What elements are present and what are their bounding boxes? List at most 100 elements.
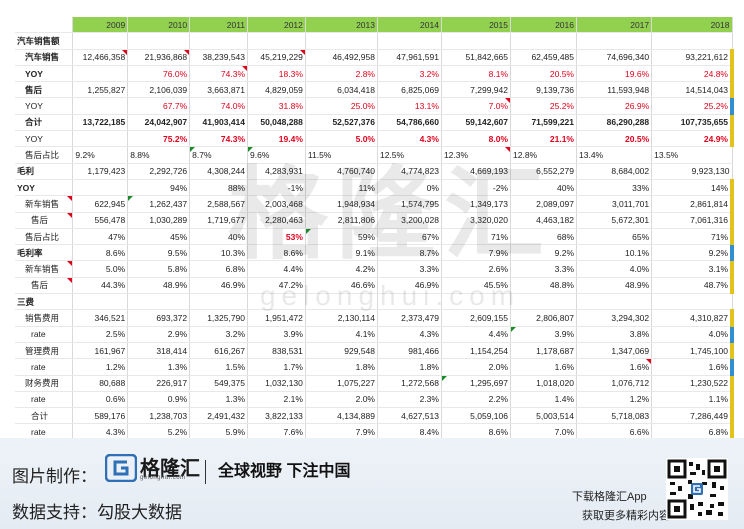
- table-cell: 4,463,182: [510, 212, 577, 229]
- table-cell: [72, 293, 129, 311]
- table-cell: 622,945: [72, 195, 129, 213]
- table-cell: 13.5%: [651, 146, 733, 164]
- table-cell: 5,672,301: [576, 212, 653, 229]
- table-cell: 589,176: [72, 407, 129, 425]
- table-cell: 47%: [72, 228, 129, 246]
- table-cell: 40%: [189, 228, 249, 246]
- table-cell: 59%: [305, 228, 378, 246]
- table-cell: [127, 293, 191, 311]
- table-cell: 3.3%: [510, 260, 577, 278]
- table-cell: 6,552,279: [510, 163, 577, 180]
- table-cell: 25.2%: [651, 97, 735, 115]
- table-row: 售后占比 9.2% 8.8% 8.7% 9.6% 11.5% 12.5% 12.3% 12.8%…: [15, 146, 733, 164]
- table-cell: 226,917: [127, 375, 191, 392]
- table-cell: 4.1%: [305, 326, 378, 343]
- row-label: YOY: [15, 179, 74, 197]
- table-cell: 4.4%: [441, 326, 512, 343]
- table-cell: 5.0%: [72, 260, 129, 278]
- table-row: 合计 589,176 1,238,703 2,491,432 3,822,133 4,13…: [15, 407, 735, 425]
- table-cell: 14,514,043: [651, 81, 735, 99]
- table-cell: 6,034,418: [305, 81, 378, 99]
- table-cell: 1.6%: [651, 358, 735, 376]
- table-cell: 1,255,827: [72, 81, 129, 99]
- table-cell: [441, 32, 512, 50]
- table-cell: 3.9%: [247, 326, 306, 343]
- table-cell: 8.0%: [441, 130, 512, 148]
- table-cell: 11%: [305, 179, 378, 197]
- row-label: YOY: [15, 97, 74, 115]
- table-cell: 80,688: [72, 375, 129, 392]
- table-cell: 74.0%: [189, 97, 249, 115]
- table-cell: 6,825,069: [377, 81, 442, 99]
- row-label: 管理费用: [15, 342, 74, 360]
- table-cell: 45.5%: [441, 277, 512, 295]
- table-cell: 5.0%: [305, 130, 378, 148]
- table-cell: 74,696,340: [576, 49, 653, 66]
- table-cell: 346,521: [72, 309, 129, 327]
- table-cell: 1.7%: [247, 358, 306, 376]
- table-cell: 2.6%: [441, 260, 512, 278]
- table-cell: 12.8%: [510, 146, 577, 164]
- table-cell: [72, 65, 129, 83]
- table-cell: 0.6%: [72, 391, 129, 409]
- data-source-label: 数据支持：勾股大数据: [12, 503, 182, 522]
- qr-code-icon[interactable]: [666, 458, 728, 520]
- table-cell: 21.1%: [510, 130, 577, 148]
- table-cell: 5,718,083: [576, 407, 653, 425]
- year-header: 2009: [72, 17, 129, 34]
- table-cell: 19.4%: [247, 130, 306, 148]
- table-cell: 1,018,020: [510, 375, 577, 392]
- table-cell: 1.3%: [127, 358, 191, 376]
- table-cell: 2,089,097: [510, 195, 577, 213]
- table-cell: 318,414: [127, 342, 191, 360]
- table-cell: 5,059,106: [441, 407, 512, 425]
- table-cell: 11.5%: [305, 146, 378, 164]
- table-cell: 75.2%: [127, 130, 191, 148]
- table-cell: 2,588,567: [189, 195, 249, 213]
- table-cell: 1,745,100: [651, 342, 735, 360]
- table-cell: 31.8%: [247, 97, 306, 115]
- table-cell: 24.8%: [651, 65, 735, 83]
- footer-divider: [205, 460, 206, 484]
- table-cell: 3.2%: [189, 326, 249, 343]
- table-cell: 54,786,660: [377, 114, 442, 132]
- table-cell: 1.1%: [651, 391, 735, 409]
- table-row: YOY 76.0% 74.3% 18.3% 2.8% 3.2% 8.1% 20.5% 19.6%…: [15, 65, 735, 83]
- row-label: YOY: [15, 130, 74, 148]
- table-cell: 25.2%: [510, 97, 577, 115]
- table-cell: 8,684,002: [576, 163, 653, 180]
- table-cell: 4.3%: [377, 130, 442, 148]
- year-header: 2014: [377, 17, 442, 34]
- row-label: rate: [15, 391, 74, 409]
- table-cell: 7,299,942: [441, 81, 512, 99]
- table-cell: 46.6%: [305, 277, 378, 295]
- table-cell: 1,032,130: [247, 375, 306, 392]
- table-cell: [72, 32, 129, 50]
- table-row: 汽车销售额: [15, 32, 733, 50]
- table-cell: 14%: [651, 179, 735, 197]
- table-cell: 67.7%: [127, 97, 191, 115]
- table-row: 售后 44.3% 48.9% 46.9% 47.2% 46.6% 46.9% 45.5% 48.…: [15, 277, 735, 295]
- row-label: 汽车销售: [15, 49, 74, 66]
- table-cell: 10.3%: [189, 244, 249, 262]
- table-cell: 5,003,514: [510, 407, 577, 425]
- table-cell: 48.8%: [510, 277, 577, 295]
- gelonghui-logo-icon: [105, 454, 137, 482]
- table-cell: 4,310,827: [651, 309, 735, 327]
- table-cell: 94%: [127, 179, 191, 197]
- table-cell: 8.7%: [189, 146, 249, 164]
- table-cell: 2,106,039: [127, 81, 191, 99]
- table-cell: 1,719,677: [189, 212, 249, 229]
- row-label: 新车销售: [15, 260, 74, 278]
- table-cell: 3,294,302: [576, 309, 653, 327]
- table-cell: 2,003,468: [247, 195, 306, 213]
- table-cell: -2%: [441, 179, 512, 197]
- table-cell: 1,349,173: [441, 195, 512, 213]
- table-cell: 4,134,889: [305, 407, 378, 425]
- table-cell: 3,011,701: [576, 195, 653, 213]
- row-label: 售后: [15, 212, 74, 229]
- table-cell: 2,811,806: [305, 212, 378, 229]
- table-cell: 1,325,790: [189, 309, 249, 327]
- table-cell: 13,722,185: [72, 114, 129, 132]
- table-cell: 5.8%: [127, 260, 191, 278]
